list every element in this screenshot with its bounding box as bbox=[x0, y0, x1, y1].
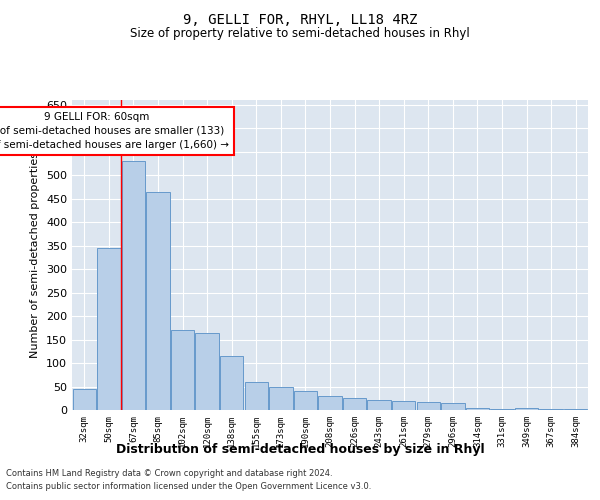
Bar bbox=[73, 389, 96, 410]
Bar bbox=[392, 400, 415, 410]
Bar bbox=[196, 332, 219, 410]
Text: Contains public sector information licensed under the Open Government Licence v3: Contains public sector information licen… bbox=[6, 482, 371, 491]
Bar bbox=[269, 386, 293, 410]
Bar bbox=[122, 161, 145, 410]
Text: Contains HM Land Registry data © Crown copyright and database right 2024.: Contains HM Land Registry data © Crown c… bbox=[6, 468, 332, 477]
Bar bbox=[319, 396, 341, 410]
Bar bbox=[564, 409, 587, 410]
Bar bbox=[515, 408, 538, 410]
Bar bbox=[343, 398, 366, 410]
Bar bbox=[441, 403, 464, 410]
Bar bbox=[171, 330, 194, 410]
Bar bbox=[539, 408, 563, 410]
Bar bbox=[220, 356, 244, 410]
Bar bbox=[294, 391, 317, 410]
Bar bbox=[416, 402, 440, 410]
Bar bbox=[97, 248, 121, 410]
Y-axis label: Number of semi-detached properties: Number of semi-detached properties bbox=[31, 152, 40, 358]
Bar bbox=[367, 400, 391, 410]
Bar bbox=[490, 408, 514, 410]
Text: Size of property relative to semi-detached houses in Rhyl: Size of property relative to semi-detach… bbox=[130, 28, 470, 40]
Bar bbox=[146, 192, 170, 410]
Bar bbox=[245, 382, 268, 410]
Text: 9, GELLI FOR, RHYL, LL18 4RZ: 9, GELLI FOR, RHYL, LL18 4RZ bbox=[183, 12, 417, 26]
Text: Distribution of semi-detached houses by size in Rhyl: Distribution of semi-detached houses by … bbox=[116, 442, 484, 456]
Bar bbox=[466, 408, 489, 410]
Text: 9 GELLI FOR: 60sqm
← 7% of semi-detached houses are smaller (133)
91% of semi-de: 9 GELLI FOR: 60sqm ← 7% of semi-detached… bbox=[0, 112, 229, 150]
